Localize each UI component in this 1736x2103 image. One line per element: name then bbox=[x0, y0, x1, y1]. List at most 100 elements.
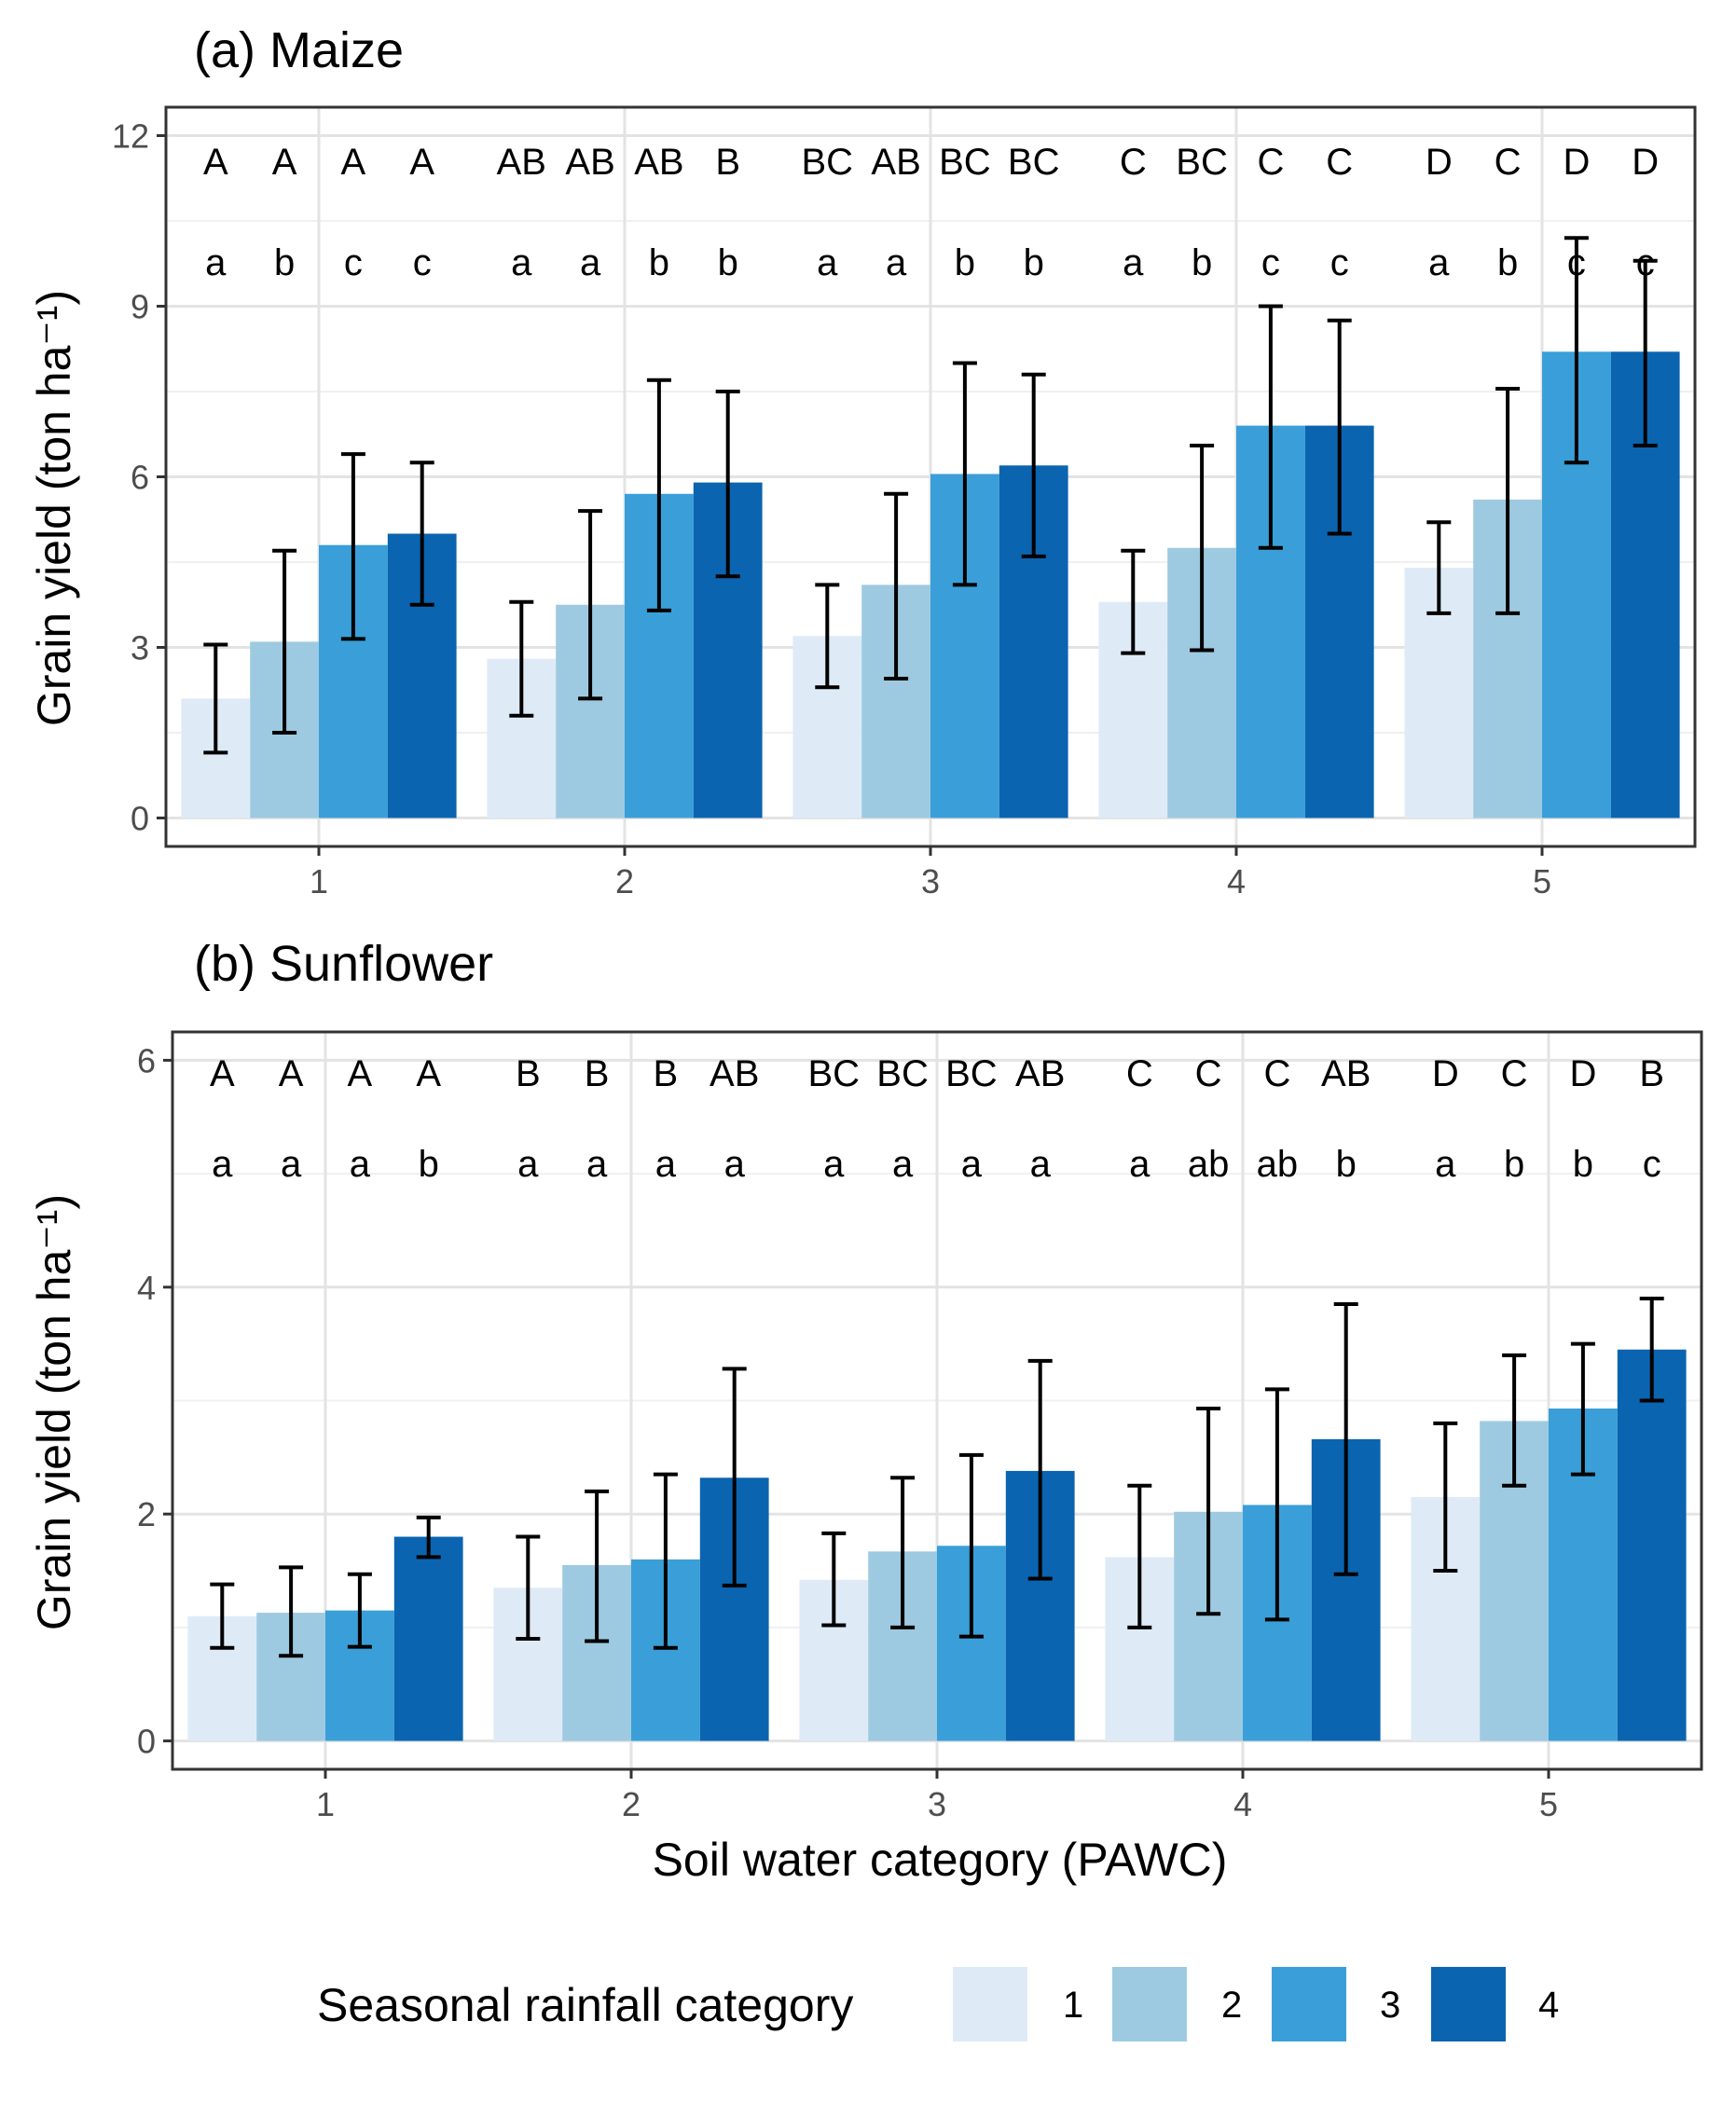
significance-letter-upper: A bbox=[279, 1053, 304, 1094]
significance-letter-lower: c bbox=[413, 242, 432, 283]
significance-letter-upper: AB bbox=[1015, 1053, 1065, 1094]
significance-letter-upper: BC bbox=[876, 1053, 929, 1094]
x-tick-label: 4 bbox=[1233, 1785, 1252, 1823]
significance-letter-lower: c bbox=[344, 242, 363, 283]
significance-letter-lower: a bbox=[1428, 242, 1450, 283]
error-bar bbox=[210, 1582, 235, 1650]
significance-letter-upper: AB bbox=[497, 142, 546, 183]
significance-letter-upper: D bbox=[1632, 142, 1659, 183]
significance-letter-upper: BC bbox=[939, 142, 991, 183]
significance-letter-lower: a bbox=[886, 242, 907, 283]
error-bar bbox=[516, 1534, 541, 1642]
significance-letter-lower: a bbox=[580, 242, 601, 283]
error-bar bbox=[1121, 548, 1146, 655]
significance-letter-lower: ab bbox=[1188, 1144, 1230, 1185]
x-tick-label: 5 bbox=[1533, 862, 1551, 900]
significance-letter-lower: a bbox=[1030, 1144, 1052, 1185]
significance-letter-lower: a bbox=[586, 1144, 608, 1185]
significance-letter-upper: AB bbox=[565, 142, 614, 183]
significance-letter-upper: A bbox=[416, 1053, 441, 1094]
plot-area: AaAaAaAbBaBaBaABaBCaBCaBCaABaCaCabCabABb… bbox=[137, 1030, 1703, 1823]
y-axis-title: Grain yield (ton ha⁻¹) bbox=[28, 1194, 80, 1630]
legend-label-1: 1 bbox=[1063, 1985, 1083, 2026]
error-bar bbox=[958, 1452, 984, 1639]
panel-maize: (a) Maize Aa Ab Ac Ac AB a AB a AB b Bb BC a AB a BC b BC… bbox=[28, 22, 1697, 900]
error-bar bbox=[1564, 236, 1589, 465]
legend: Seasonal rainfall category 1 2 3 4 bbox=[317, 1967, 1559, 2041]
legend-swatch-1 bbox=[953, 1967, 1027, 2041]
significance-letter-upper: C bbox=[1263, 1053, 1290, 1094]
significance-letter-upper: BC bbox=[1176, 142, 1228, 183]
error-bar bbox=[1426, 520, 1452, 615]
error-bar bbox=[815, 583, 840, 690]
significance-letter-lower: b bbox=[1573, 1144, 1593, 1185]
significance-letter-lower: c bbox=[1636, 242, 1655, 283]
significance-letter-upper: A bbox=[348, 1053, 373, 1094]
significance-letter-lower: c bbox=[1261, 242, 1280, 283]
bar bbox=[393, 1536, 463, 1741]
x-tick-label: 3 bbox=[928, 1785, 946, 1823]
significance-letter-upper: A bbox=[203, 142, 228, 183]
y-tick-label: 0 bbox=[137, 1723, 156, 1761]
significance-letter-upper: C bbox=[1326, 142, 1353, 183]
significance-letter-lower: a bbox=[724, 1144, 746, 1185]
y-tick-label: 4 bbox=[137, 1269, 156, 1307]
significance-letter-upper: D bbox=[1563, 142, 1590, 183]
significance-letter-lower: a bbox=[511, 242, 532, 283]
significance-letter-upper: C bbox=[1257, 142, 1284, 183]
x-tick-label: 3 bbox=[921, 862, 940, 900]
error-bar bbox=[585, 1489, 610, 1643]
error-bar bbox=[203, 642, 228, 755]
x-tick-label: 2 bbox=[622, 1785, 641, 1823]
error-bar bbox=[890, 1476, 916, 1629]
significance-letter-lower: b bbox=[718, 242, 738, 283]
significance-letter-upper: B bbox=[1639, 1053, 1664, 1094]
significance-letter-lower: a bbox=[350, 1144, 371, 1185]
error-bar bbox=[347, 1572, 372, 1649]
x-tick-label: 5 bbox=[1539, 1785, 1558, 1823]
legend-swatch-2 bbox=[1112, 1967, 1187, 2041]
significance-letter-lower: a bbox=[961, 1144, 983, 1185]
error-bar bbox=[509, 599, 534, 718]
error-bar bbox=[653, 1472, 678, 1650]
error-bar bbox=[1021, 372, 1046, 558]
significance-letter-upper: D bbox=[1432, 1053, 1459, 1094]
y-tick-label: 2 bbox=[137, 1495, 156, 1533]
significance-letter-upper: BC bbox=[945, 1053, 998, 1094]
error-bar bbox=[715, 390, 740, 579]
significance-letter-upper: C bbox=[1195, 1053, 1222, 1094]
significance-letter-lower: b bbox=[419, 1144, 439, 1185]
significance-letter-lower: a bbox=[281, 1144, 302, 1185]
error-bar bbox=[1570, 1341, 1595, 1477]
significance-letter-upper: C bbox=[1126, 1053, 1153, 1094]
significance-letter-lower: a bbox=[655, 1144, 677, 1185]
panel-title: (b) Sunflower bbox=[194, 936, 493, 992]
significance-letter-upper: BC bbox=[1008, 142, 1060, 183]
significance-letter-upper: A bbox=[409, 142, 434, 183]
significance-letter-upper: AB bbox=[871, 142, 920, 183]
y-tick-label: 6 bbox=[137, 1041, 156, 1079]
significance-letter-lower: b bbox=[1504, 1144, 1524, 1185]
error-bar bbox=[1633, 258, 1658, 447]
error-bar bbox=[952, 361, 977, 587]
y-tick-label: 9 bbox=[131, 288, 149, 326]
bar bbox=[1617, 1349, 1687, 1741]
significance-letter-lower: a bbox=[823, 1144, 845, 1185]
error-bar bbox=[409, 460, 434, 607]
significance-letter-lower: b bbox=[1024, 242, 1044, 283]
error-bar bbox=[340, 452, 365, 641]
panel-sunflower: (b) Sunflower AaAaAaAbBaBaBaABaBCaBCaBCa… bbox=[28, 936, 1703, 1886]
significance-letter-lower: b bbox=[1497, 242, 1518, 283]
significance-letter-upper: C bbox=[1501, 1053, 1528, 1094]
error-bar bbox=[1258, 304, 1283, 550]
error-bar bbox=[1027, 1358, 1053, 1581]
error-bar bbox=[1127, 1483, 1152, 1629]
significance-letter-lower: a bbox=[1129, 1144, 1150, 1185]
significance-letter-lower: c bbox=[1567, 242, 1586, 283]
significance-letter-lower: c bbox=[1330, 242, 1349, 283]
significance-letter-upper: D bbox=[1569, 1053, 1596, 1094]
legend-swatch-3 bbox=[1272, 1967, 1346, 2041]
significance-letter-lower: a bbox=[517, 1144, 539, 1185]
error-bar bbox=[1264, 1387, 1289, 1622]
y-axis-title: Grain yield (ton ha⁻¹) bbox=[28, 290, 80, 726]
